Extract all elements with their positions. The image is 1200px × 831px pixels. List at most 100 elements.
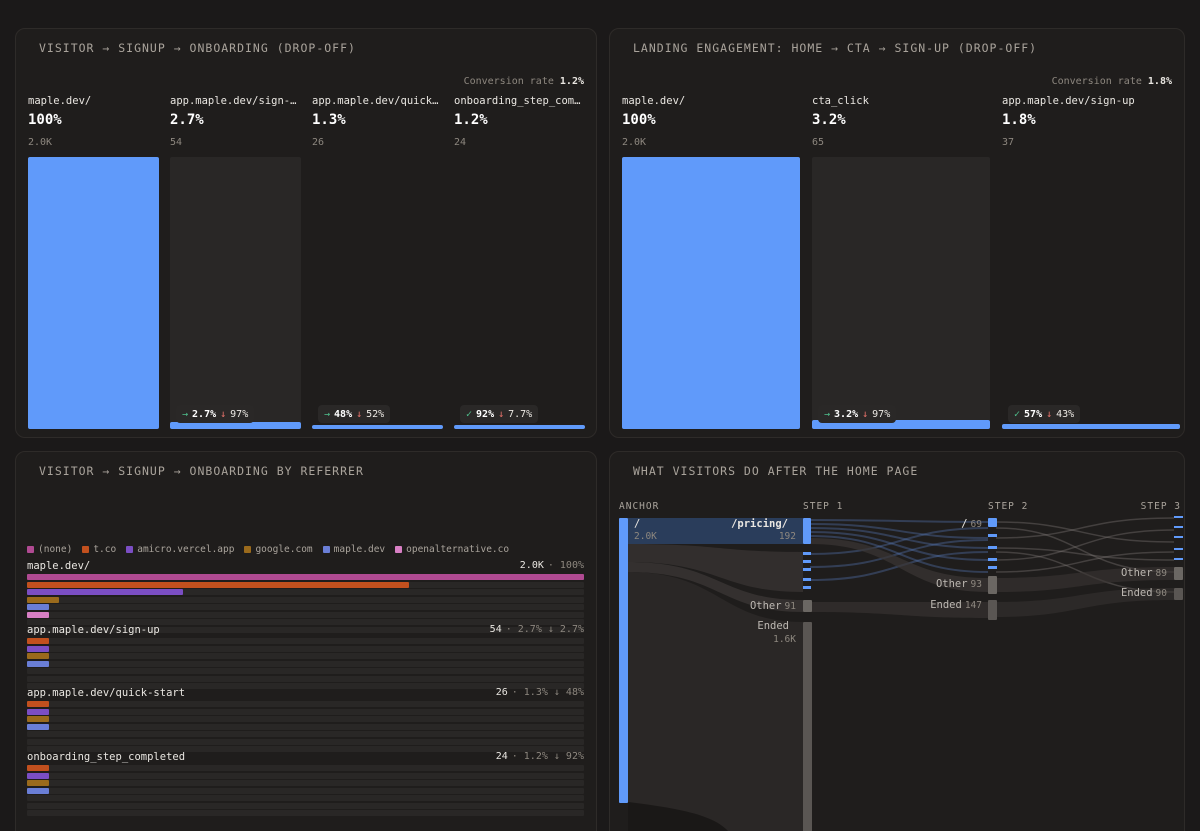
step-stats: 54 · 2.7% ↓ 2.7%: [489, 624, 584, 635]
node-step2-small: [988, 558, 997, 561]
step-conversion-badge: → 3.2% ↓ 97%: [818, 405, 897, 423]
flow-line: [995, 521, 1175, 543]
step-count: 65: [812, 137, 825, 148]
legend-label: google.com: [255, 544, 313, 555]
flow-line: [995, 551, 1175, 573]
referrer-lane: [27, 668, 584, 674]
node-step1-other: [803, 600, 812, 612]
referrer-lane-fill: [27, 701, 49, 707]
referrer-lane: [27, 645, 584, 652]
funnel-step[interactable]: app.maple.dev/sign-… 2.7% 54 → 2.7% ↓ 97%: [170, 29, 301, 437]
referrer-lane: [27, 604, 584, 610]
panel-title: LANDING ENGAGEMENT: HOME → CTA → SIGN-UP…: [633, 41, 1038, 55]
funnel-step[interactable]: maple.dev/100% 2.0K: [622, 29, 800, 437]
referrer-lane-fill: [27, 589, 183, 595]
referrer-lane: [27, 581, 584, 588]
node-step3-small: [1174, 516, 1183, 518]
column-label-step2: STEP 2: [988, 501, 1029, 512]
referrer-lane: [27, 596, 584, 603]
referrer-lane: [27, 611, 584, 618]
legend-item[interactable]: openalternative.co: [395, 544, 509, 555]
check-circle-icon: ✓: [1014, 408, 1021, 420]
node-step3-other: [1174, 567, 1183, 580]
legend-item[interactable]: t.co: [82, 544, 116, 555]
step-name: maple.dev/: [28, 95, 92, 107]
legend-item[interactable]: google.com: [244, 544, 313, 555]
legend-swatch: [82, 546, 90, 553]
node-step1-small: [803, 578, 811, 581]
referrer-lane-fill: [27, 765, 49, 771]
step-percent: 1.8%: [1002, 112, 1036, 128]
referrer-lane-fill: [27, 660, 49, 667]
node-step1-small: [803, 552, 811, 555]
flow-line: [809, 535, 989, 573]
arrow-right-icon: →: [324, 408, 331, 420]
step-stats: 2.0K · 100%: [519, 560, 584, 571]
flow-line: [995, 517, 1175, 539]
legend-label: (none): [38, 544, 73, 555]
flow-line: [995, 547, 1175, 561]
referrer-lane-fill: [27, 723, 49, 730]
step-count: 26: [312, 137, 325, 148]
referrer-lane: [27, 653, 584, 659]
step-name: onboarding_step_completed: [27, 751, 186, 763]
conversion-rate: Conversion rate 1.2%: [463, 76, 584, 87]
node-step3-small: [1174, 536, 1183, 538]
referrer-lane: [27, 716, 584, 722]
legend-item[interactable]: maple.dev: [322, 544, 385, 555]
step-stats: 24 · 1.2% ↓ 92%: [495, 751, 584, 762]
drop-rate: 52%: [366, 408, 385, 420]
step1-ended-count: 1.6K: [773, 634, 796, 645]
referrer-lane: [27, 787, 584, 794]
step-name: onboarding_step_com…: [454, 95, 581, 107]
legend-label: amicro.vercel.app: [137, 544, 235, 555]
referrer-lane: [27, 589, 584, 595]
node-step1-ended: [803, 622, 812, 831]
arrow-down-icon: ↓: [862, 408, 869, 420]
referrer-lane: [27, 772, 584, 779]
referrer-lane: [27, 660, 584, 667]
node-step3-ended: [1174, 588, 1183, 600]
drop-rate: 97%: [872, 408, 891, 420]
referrer-lane: [27, 780, 584, 786]
step-name: app.maple.dev/sign-up: [1002, 95, 1135, 107]
step-bar: [454, 425, 585, 429]
drop-rate: 97%: [230, 408, 249, 420]
flow-line: [809, 539, 989, 568]
referrer-lane-fill: [27, 787, 49, 794]
legend-item[interactable]: amicro.vercel.app: [126, 544, 234, 555]
node-step2-small: [988, 566, 997, 569]
arrow-down-icon: ↓: [356, 408, 363, 420]
funnel-step[interactable]: app.maple.dev/sign-up 1.8% 37 ✓ 57% ↓ 43%: [1002, 29, 1180, 437]
funnel-step[interactable]: maple.dev/100% 2.0K: [28, 29, 159, 437]
flow-s2-other: [996, 567, 1174, 592]
referrer-lane: [27, 683, 584, 689]
step-bar: [312, 425, 443, 429]
step-track: [312, 157, 443, 429]
funnel-step[interactable]: cta_click 3.2% 65 → 3.2% ↓ 97%: [812, 29, 990, 437]
step-percent: 100%: [622, 112, 656, 128]
arrow-down-icon: ↓: [1046, 408, 1053, 420]
step-name: app.maple.dev/quick-start: [27, 687, 186, 699]
referrer-panel: VISITOR → SIGNUP → ONBOARDING BY REFERRE…: [15, 451, 597, 831]
step-bar: [28, 157, 159, 429]
node-step3-small: [1174, 526, 1183, 528]
referrer-lane: [27, 731, 584, 737]
step2-other: Other 93: [935, 578, 982, 590]
node-step3-small: [1174, 558, 1183, 560]
step-bar: [1002, 424, 1180, 429]
funnel-step[interactable]: onboarding_step_com… 1.2% 24 ✓ 92% ↓ 7.7%: [454, 29, 585, 437]
node-step2-other: [988, 576, 997, 594]
funnel-step[interactable]: app.maple.dev/quick… 1.3% 26 → 48% ↓ 52%: [312, 29, 443, 437]
step-count: 2.0K: [622, 137, 647, 148]
through-rate: 92%: [476, 408, 495, 420]
column-label-step3: STEP 3: [1140, 501, 1181, 512]
legend-swatch: [322, 546, 330, 553]
step-track: [1002, 157, 1180, 429]
flow-line: [809, 519, 989, 523]
legend-swatch: [395, 546, 403, 553]
step1-top-label: /pricing/: [731, 518, 788, 530]
step-name: app.maple.dev/quick…: [312, 95, 439, 107]
legend-item[interactable]: (none): [27, 544, 72, 555]
referrer-lane: [27, 619, 584, 625]
